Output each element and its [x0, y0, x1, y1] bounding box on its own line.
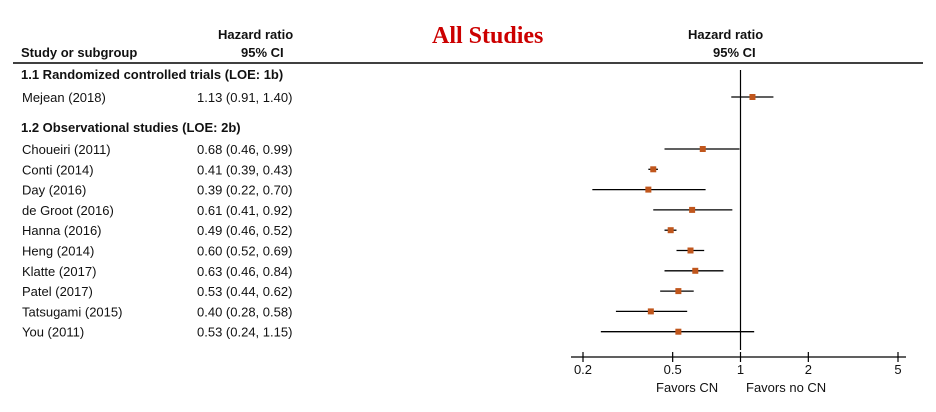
- plot-header-line2: 95% CI: [713, 45, 756, 60]
- study-ci: 0.49 (0.46, 0.52): [197, 223, 292, 238]
- study-name: Choueiri (2011): [22, 142, 111, 157]
- hr-marker: [645, 186, 652, 193]
- study-ci: 0.61 (0.41, 0.92): [197, 203, 292, 218]
- study-ci: 0.41 (0.39, 0.43): [197, 162, 292, 177]
- study-ci: 0.53 (0.44, 0.62): [197, 284, 292, 299]
- study-ci: 1.13 (0.91, 1.40): [197, 90, 292, 105]
- favors-left-label: Favors CN: [656, 380, 718, 395]
- study-ci: 0.39 (0.22, 0.70): [197, 183, 292, 198]
- plot-header-line1: Hazard ratio: [688, 27, 763, 42]
- study-name: Hanna (2016): [22, 223, 102, 238]
- tick-label: 1: [737, 362, 744, 377]
- hr-marker: [667, 227, 674, 234]
- subgroup-label: 1.2 Observational studies (LOE: 2b): [21, 120, 241, 135]
- hr-header-line1: Hazard ratio: [218, 27, 293, 42]
- hr-marker: [692, 267, 699, 274]
- study-name: de Groot (2016): [22, 203, 114, 218]
- study-name: Patel (2017): [22, 284, 93, 299]
- study-ci: 0.68 (0.46, 0.99): [197, 142, 292, 157]
- study-name: Tatsugami (2015): [22, 304, 122, 319]
- chart-title: All Studies: [432, 23, 543, 49]
- study-ci: 0.60 (0.52, 0.69): [197, 244, 292, 259]
- hr-marker: [647, 308, 654, 315]
- x-axis: 0.2 0.5 1 2 5: [571, 352, 906, 377]
- hr-marker: [699, 146, 706, 152]
- study-ci: 0.63 (0.46, 0.84): [197, 264, 292, 279]
- tick-label: 2: [805, 362, 812, 377]
- hr-marker: [650, 166, 657, 173]
- tick-label: 5: [894, 362, 901, 377]
- study-ci: 0.53 (0.24, 1.15): [197, 325, 292, 340]
- study-name: Klatte (2017): [22, 264, 96, 279]
- tick-label: 0.5: [664, 362, 682, 377]
- tick-label: 0.2: [574, 362, 592, 377]
- hr-marker: [749, 94, 756, 100]
- hr-marker: [675, 288, 682, 295]
- study-name: You (2011): [22, 325, 84, 340]
- study-header: Study or subgroup: [21, 45, 137, 60]
- hr-header-line2: 95% CI: [241, 45, 284, 60]
- plot-area: [592, 70, 774, 350]
- hr-marker: [675, 328, 682, 335]
- study-ci: 0.40 (0.28, 0.58): [197, 304, 292, 319]
- hr-marker: [687, 247, 694, 254]
- hr-marker: [689, 206, 696, 213]
- study-name: Mejean (2018): [22, 90, 106, 105]
- study-name: Conti (2014): [22, 162, 94, 177]
- study-name: Day (2016): [22, 183, 86, 198]
- table-rows: 1.1 Randomized controlled trials (LOE: 1…: [21, 67, 292, 340]
- subgroup-label: 1.1 Randomized controlled trials (LOE: 1…: [21, 67, 283, 82]
- favors-right-label: Favors no CN: [746, 380, 826, 395]
- study-name: Heng (2014): [22, 244, 94, 259]
